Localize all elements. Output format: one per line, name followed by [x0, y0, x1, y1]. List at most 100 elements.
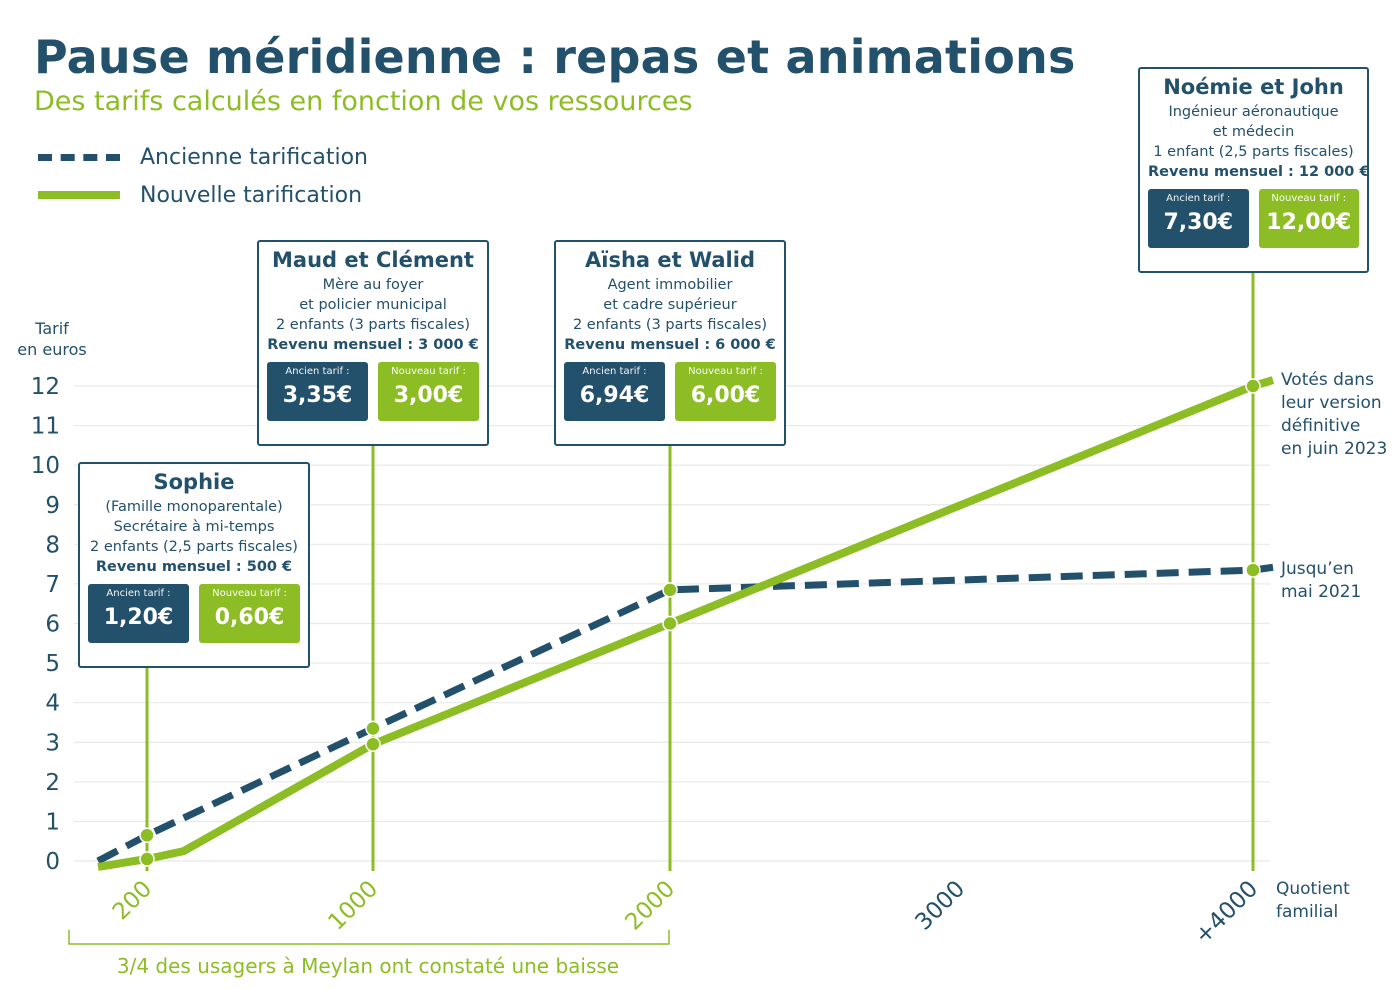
- card-detail: Ingénieur aéronautique: [1168, 104, 1339, 120]
- profile-card-noemie-john: Noémie et John Ingénieur aéronautique et…: [1138, 67, 1370, 273]
- legend-swatch-new: [38, 191, 120, 199]
- new-tariff-tile: Nouveau tarif : 6,00€: [675, 362, 776, 421]
- x-tick-label: 3000: [910, 876, 970, 936]
- old-tariff-tile: Ancien tarif : 7,30€: [1148, 189, 1249, 248]
- card-detail: 1 enfant (2,5 parts fiscales): [1153, 144, 1354, 160]
- note-new-line2: leur version: [1281, 393, 1382, 413]
- card-detail: 2 enfants (2,5 parts fiscales): [90, 539, 298, 555]
- legend-label-new: Nouvelle tarification: [140, 182, 363, 208]
- marker-old: [662, 582, 678, 598]
- old-tariff-tile: Ancien tarif : 3,35€: [267, 362, 368, 421]
- old-tariff-tile: Ancien tarif : 6,94€: [564, 362, 665, 421]
- markers: [139, 378, 1261, 867]
- card-name: Aïsha et Walid: [585, 248, 755, 272]
- x-tick-label: 2000: [620, 876, 680, 936]
- new-tariff-value: 3,00€: [393, 383, 464, 408]
- y-tick-label: 7: [45, 572, 60, 598]
- new-tariff-value: 12,00€: [1266, 210, 1352, 235]
- new-tariff-tile: Nouveau tarif : 3,00€: [378, 362, 479, 421]
- marker-old: [139, 827, 155, 844]
- y-tick-label: 12: [31, 374, 60, 400]
- legend-item-new: Nouvelle tarification: [38, 176, 368, 214]
- new-tariff-label: Nouveau tarif :: [1271, 193, 1347, 204]
- card-income: Revenu mensuel : 500 €: [95, 559, 293, 575]
- card-income: Revenu mensuel : 12 000 €: [1148, 164, 1370, 180]
- tariff-tiles: Ancien tarif : 3,35€ Nouveau tarif : 3,0…: [267, 362, 479, 421]
- y-tick-label: 3: [45, 730, 60, 756]
- legend: Ancienne tarification Nouvelle tarificat…: [38, 138, 368, 214]
- tariff-tiles: Ancien tarif : 6,94€ Nouveau tarif : 6,0…: [564, 362, 776, 421]
- tariff-tiles: Ancien tarif : 1,20€ Nouveau tarif : 0,6…: [88, 584, 300, 643]
- y-tick-label: 11: [31, 414, 60, 440]
- new-tariff-value: 6,00€: [690, 383, 761, 408]
- y-tick-label: 10: [31, 453, 60, 479]
- y-axis-label-line1: Tarif: [34, 319, 69, 338]
- new-tariff-tile: Nouveau tarif : 0,60€: [199, 584, 300, 643]
- y-tick-label: 0: [45, 849, 60, 875]
- x-tick-label: 1000: [323, 876, 383, 936]
- note-old-line2: mai 2021: [1281, 582, 1362, 602]
- old-tariff-value: 3,35€: [282, 383, 353, 408]
- x-axis-label-line2: familial: [1276, 902, 1338, 922]
- legend-label-old: Ancienne tarification: [140, 144, 368, 170]
- y-tick-label: 6: [45, 612, 60, 638]
- y-tick-label: 2: [45, 770, 60, 796]
- footer-bracket: [68, 930, 670, 945]
- x-axis-label-line1: Quotient: [1276, 879, 1350, 899]
- note-old-line1: Jusqu’en: [1281, 559, 1354, 579]
- old-tariff-value: 1,20€: [103, 605, 174, 630]
- card-income: Revenu mensuel : 6 000 €: [564, 337, 776, 353]
- old-tariff-label: Ancien tarif :: [285, 366, 350, 377]
- tariff-tiles: Ancien tarif : 7,30€ Nouveau tarif : 12,…: [1148, 189, 1359, 248]
- card-name: Noémie et John: [1163, 75, 1344, 99]
- card-detail: et cadre supérieur: [603, 297, 737, 313]
- x-tick-label: +4000: [1190, 876, 1263, 949]
- old-tariff-label: Ancien tarif :: [1166, 193, 1231, 204]
- note-new-line3: définitive: [1281, 416, 1361, 436]
- old-tariff-label: Ancien tarif :: [582, 366, 647, 377]
- marker-old: [365, 720, 381, 737]
- legend-item-old: Ancienne tarification: [38, 138, 368, 176]
- card-detail: et policier municipal: [299, 297, 447, 313]
- y-tick-label: 4: [45, 691, 60, 717]
- card-name: Maud et Clément: [272, 248, 474, 272]
- note-new-line1: Votés dans: [1281, 370, 1374, 390]
- card-income: Revenu mensuel : 3 000 €: [267, 337, 479, 353]
- new-tariff-label: Nouveau tarif :: [688, 366, 763, 377]
- note-old-tariff: Jusqu’en mai 2021: [1281, 558, 1361, 604]
- y-tick-label: 5: [45, 651, 60, 677]
- page-title: Pause méridienne : repas et animations: [34, 30, 1076, 84]
- note-new-tariff: Votés dans leur version définitive en ju…: [1281, 369, 1387, 461]
- profile-card-sophie: Sophie (Famille monoparentale) Secrétair…: [78, 462, 310, 668]
- y-tick-label: 8: [45, 532, 60, 558]
- card-detail: 2 enfants (3 parts fiscales): [572, 317, 768, 333]
- marker-new: [139, 851, 155, 867]
- card-name: Sophie: [153, 470, 235, 494]
- y-tick-label: 1: [45, 809, 60, 835]
- card-detail: Agent immobilier: [607, 277, 733, 293]
- old-tariff-tile: Ancien tarif : 1,20€: [88, 584, 189, 643]
- card-detail: (Famille monoparentale): [105, 499, 283, 515]
- y-tick-label: 9: [45, 493, 60, 519]
- new-tariff-tile: Nouveau tarif : 12,00€: [1258, 189, 1359, 248]
- profile-card-maud-clement: Maud et Clément Mère au foyer et policie…: [257, 240, 489, 446]
- old-tariff-label: Ancien tarif :: [106, 588, 171, 599]
- legend-swatch-old: [38, 153, 120, 161]
- y-axis-label-line2: en euros: [17, 340, 86, 359]
- x-tick-label: 200: [108, 876, 157, 925]
- marker-new: [662, 615, 678, 632]
- card-detail: Secrétaire à mi-temps: [113, 519, 275, 535]
- marker-new: [365, 736, 381, 752]
- marker-new: [1245, 378, 1261, 394]
- new-tariff-value: 0,60€: [214, 605, 285, 630]
- old-tariff-value: 7,30€: [1163, 210, 1234, 235]
- footer-note: 3/4 des usagers à Meylan ont constaté un…: [116, 954, 620, 978]
- note-new-line4: en juin 2023: [1281, 439, 1388, 459]
- profile-card-aisha-walid: Aïsha et Walid Agent immobilier et cadre…: [554, 240, 786, 446]
- new-tariff-label: Nouveau tarif :: [212, 588, 287, 599]
- card-detail: 2 enfants (3 parts fiscales): [275, 317, 471, 333]
- card-detail: et médecin: [1212, 124, 1295, 140]
- card-detail: Mère au foyer: [322, 277, 424, 293]
- old-tariff-value: 6,94€: [579, 383, 650, 408]
- new-tariff-label: Nouveau tarif :: [391, 366, 466, 377]
